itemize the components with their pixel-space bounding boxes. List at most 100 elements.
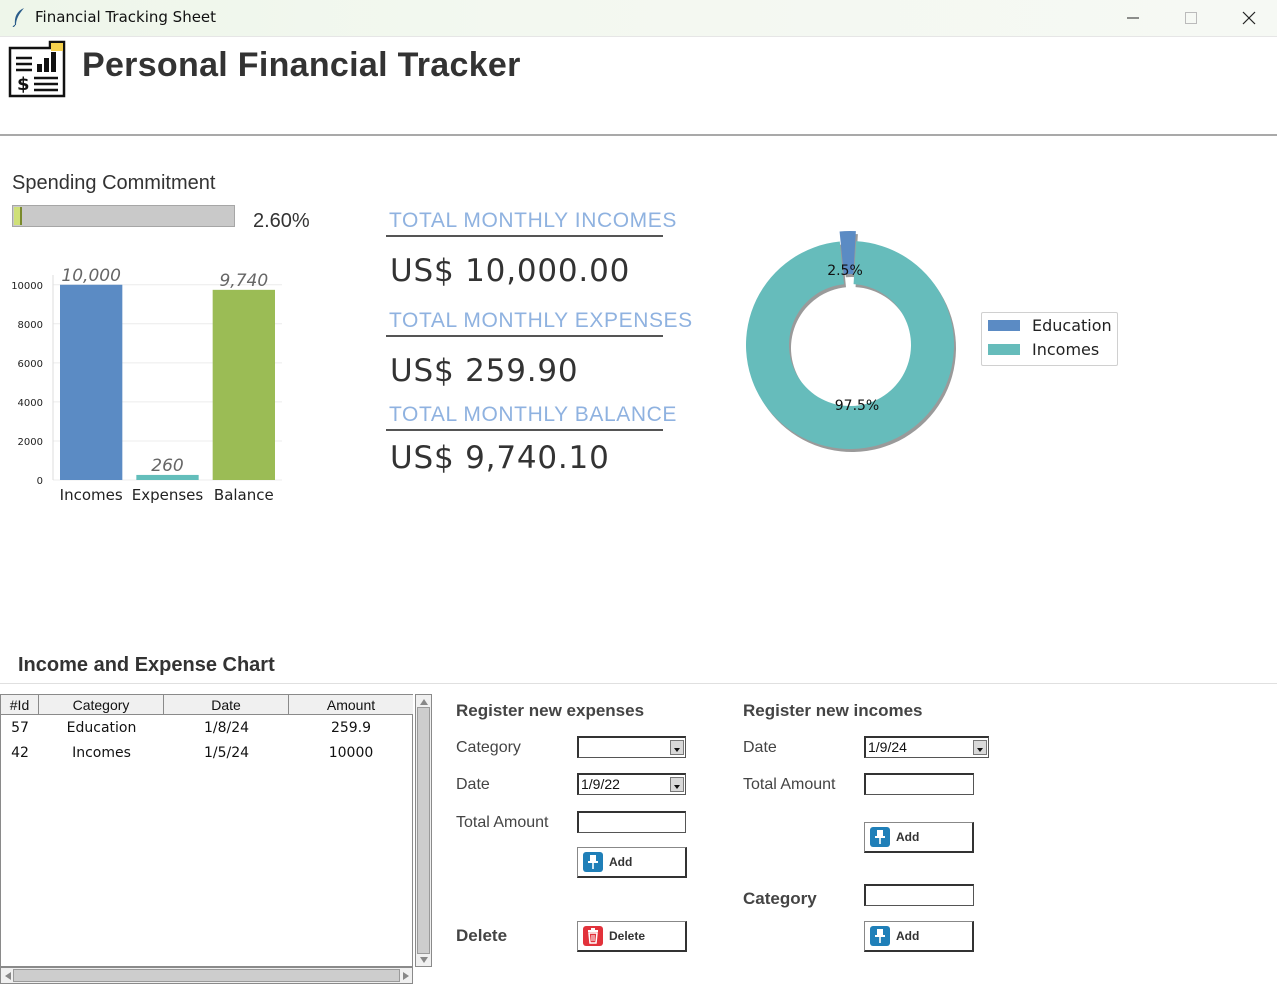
- vertical-scroll-thumb[interactable]: [417, 707, 430, 954]
- add-expense-label: Add: [609, 855, 633, 869]
- spending-progress-bar: [12, 205, 235, 227]
- scroll-down-arrow-icon[interactable]: [419, 956, 429, 964]
- expenses-form-title: Register new expenses: [456, 701, 645, 720]
- y-tick-label: 2000: [18, 437, 43, 448]
- maximize-button[interactable]: [1162, 0, 1220, 36]
- y-tick-label: 4000: [18, 398, 43, 409]
- bar-value-label: 10,000: [61, 266, 120, 286]
- y-tick-label: 8000: [18, 320, 43, 331]
- slice-label: 2.5%: [827, 263, 863, 279]
- header-divider: [0, 134, 1277, 136]
- income-date-value: 1/9/24: [868, 739, 907, 755]
- y-tick-label: 6000: [18, 359, 43, 370]
- pin-icon: [583, 852, 603, 872]
- table-cell-amount: 10000: [328, 745, 374, 761]
- scroll-left-arrow-icon[interactable]: [4, 971, 12, 981]
- pie-slice: [746, 241, 954, 449]
- income-date-picker[interactable]: 1/9/24: [864, 736, 989, 758]
- expense-category-combobox[interactable]: [577, 736, 686, 758]
- add-expense-button[interactable]: Add: [577, 847, 687, 878]
- column-header-amount[interactable]: Amount: [289, 695, 413, 715]
- close-icon: [1242, 11, 1256, 25]
- chevron-down-icon: [674, 748, 680, 752]
- x-tick-label: Expenses: [132, 486, 204, 504]
- column-header-id[interactable]: #Id: [1, 695, 39, 715]
- window-title: Financial Tracking Sheet: [35, 8, 217, 26]
- add-category-button[interactable]: Add: [864, 921, 974, 952]
- section-divider: [0, 683, 1277, 684]
- bar: [60, 284, 123, 480]
- chevron-down-icon: [674, 785, 680, 789]
- legend-label-education: Education: [1032, 316, 1112, 335]
- total-balance-underline: [386, 429, 663, 431]
- expense-date-picker[interactable]: 1/9/22: [577, 773, 686, 795]
- table-row[interactable]: 42 Incomes 1/5/24 10000: [1, 742, 412, 766]
- expense-amount-label: Total Amount: [456, 814, 549, 831]
- column-header-category[interactable]: Category: [39, 695, 164, 715]
- delete-label: Delete: [456, 926, 508, 945]
- transactions-table[interactable]: #Id Category Date Amount 57 Education 1/…: [0, 694, 413, 967]
- income-amount-label: Total Amount: [743, 776, 836, 793]
- table-cell-category: Education: [66, 720, 137, 736]
- legend-swatch-education: [988, 320, 1020, 331]
- total-balance-value: US$ 9,740.10: [390, 440, 610, 476]
- total-expenses-label: TOTAL MONTHLY EXPENSES: [389, 309, 693, 332]
- bar-value-label: 9,740: [219, 271, 268, 291]
- bar: [136, 474, 199, 480]
- expense-amount-input[interactable]: [577, 811, 686, 833]
- category-donut-chart: 2.5% 97.5%: [746, 231, 956, 452]
- y-tick-label: 10000: [11, 281, 43, 292]
- expense-date-value: 1/9/22: [581, 776, 620, 792]
- delete-button[interactable]: Delete: [577, 921, 687, 952]
- maximize-icon: [1185, 12, 1197, 24]
- section-title: Income and Expense Chart: [18, 654, 275, 676]
- scroll-right-arrow-icon[interactable]: [402, 971, 410, 981]
- income-category-input[interactable]: [864, 884, 974, 906]
- pin-icon: [870, 827, 890, 847]
- svg-text:$: $: [17, 74, 30, 95]
- horizontal-scroll-thumb[interactable]: [13, 969, 400, 982]
- table-cell-category: Incomes: [72, 745, 131, 761]
- income-date-dropdown-button[interactable]: [973, 740, 987, 755]
- expense-category-dropdown-button[interactable]: [670, 740, 684, 755]
- minimize-button[interactable]: [1104, 0, 1162, 36]
- table-horizontal-scrollbar[interactable]: [0, 967, 413, 984]
- bar: [212, 289, 275, 480]
- trash-icon: [583, 926, 603, 946]
- bar-value-label: 260: [151, 456, 183, 476]
- slice-label: 97.5%: [835, 398, 879, 414]
- table-row[interactable]: 57 Education 1/8/24 259.9: [1, 717, 412, 741]
- minimize-icon: [1127, 17, 1139, 19]
- table-cell-date: 1/5/24: [203, 745, 250, 761]
- total-expenses-underline: [386, 335, 663, 337]
- expense-date-label: Date: [456, 776, 490, 793]
- pie-slice: [839, 231, 856, 275]
- spending-progress-fill: [14, 207, 22, 225]
- table-cell-amount: 259.9: [330, 720, 372, 736]
- total-incomes-value: US$ 10,000.00: [390, 253, 631, 289]
- x-tick-label: Incomes: [60, 486, 123, 504]
- title-bar: Financial Tracking Sheet: [0, 0, 1277, 37]
- x-tick-label: Balance: [214, 486, 274, 504]
- column-header-date[interactable]: Date: [164, 695, 289, 715]
- income-category-label: Category: [743, 889, 817, 908]
- income-amount-input[interactable]: [864, 773, 974, 795]
- table-vertical-scrollbar[interactable]: [415, 694, 432, 967]
- legend-swatch-incomes: [988, 344, 1020, 355]
- total-incomes-label: TOTAL MONTHLY INCOMES: [389, 209, 677, 232]
- legend-label-incomes: Incomes: [1032, 340, 1100, 359]
- table-cell-date: 1/8/24: [203, 720, 250, 736]
- add-income-button[interactable]: Add: [864, 822, 974, 853]
- finance-sheet-icon: $: [8, 40, 66, 98]
- close-button[interactable]: [1220, 0, 1277, 36]
- scroll-up-arrow-icon[interactable]: [419, 698, 429, 706]
- feather-icon: [12, 8, 24, 27]
- donut-legend: Education Incomes: [981, 312, 1118, 366]
- add-category-label: Add: [896, 929, 920, 943]
- expense-date-dropdown-button[interactable]: [670, 777, 684, 792]
- table-cell-id: 57: [11, 720, 29, 736]
- total-balance-label: TOTAL MONTHLY BALANCE: [389, 403, 677, 426]
- spending-commitment-label: Spending Commitment: [12, 172, 216, 194]
- incomes-form-title: Register new incomes: [743, 701, 923, 720]
- table-cell-id: 42: [11, 745, 29, 761]
